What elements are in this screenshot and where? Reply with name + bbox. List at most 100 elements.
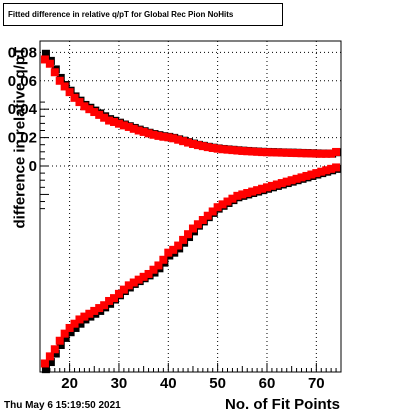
x-tick-label: 70 <box>308 375 325 392</box>
red-marker <box>75 98 84 107</box>
red-marker <box>243 189 252 198</box>
red-marker <box>198 142 207 151</box>
red-marker <box>159 255 168 264</box>
red-marker <box>317 167 326 176</box>
y-tick-label: 0 <box>29 158 37 175</box>
red-marker <box>218 145 227 154</box>
red-marker <box>169 245 178 254</box>
red-marker <box>80 102 89 111</box>
red-marker <box>164 133 173 142</box>
red-marker <box>139 127 148 136</box>
red-marker <box>149 265 158 274</box>
red-marker <box>277 179 286 188</box>
red-marker <box>208 207 217 216</box>
red-marker <box>317 149 326 158</box>
red-marker <box>258 148 267 157</box>
red-marker <box>243 147 252 156</box>
red-marker <box>124 281 133 290</box>
red-marker <box>307 170 316 179</box>
red-marker <box>292 149 301 158</box>
red-marker <box>114 119 123 128</box>
x-tick-label: 60 <box>259 375 276 392</box>
red-marker <box>100 113 109 122</box>
timestamp-footer: Thu May 6 15:19:50 2021 <box>4 400 121 411</box>
red-marker <box>292 174 301 183</box>
red-marker <box>105 296 114 305</box>
red-marker <box>45 352 54 361</box>
red-marker <box>119 285 128 294</box>
red-marker <box>258 184 267 193</box>
red-marker <box>332 163 341 172</box>
red-marker <box>159 132 168 141</box>
red-marker <box>70 93 79 102</box>
black-marker <box>41 49 50 58</box>
red-marker <box>45 59 54 68</box>
y-axis-label: difference in relative q/pT <box>11 46 29 229</box>
red-marker <box>40 55 49 64</box>
red-marker <box>213 203 222 212</box>
red-marker <box>184 138 193 147</box>
red-marker <box>297 173 306 182</box>
red-marker <box>174 241 183 250</box>
red-marker <box>95 110 104 119</box>
x-axis-label: No. of Fit Points <box>225 396 340 413</box>
red-marker <box>267 181 276 190</box>
red-marker <box>188 139 197 148</box>
red-marker <box>154 131 163 140</box>
red-marker <box>233 146 242 155</box>
red-marker <box>110 117 119 126</box>
red-marker <box>327 149 336 158</box>
red-marker <box>40 359 49 368</box>
red-marker <box>238 190 247 199</box>
red-marker <box>134 126 143 135</box>
red-marker <box>144 269 153 278</box>
red-marker <box>164 248 173 257</box>
y-tick-label: 0.06 <box>8 73 37 90</box>
red-marker <box>332 147 341 156</box>
red-marker <box>100 301 109 310</box>
red-marker <box>267 148 276 157</box>
red-marker <box>307 149 316 158</box>
red-marker <box>129 124 138 133</box>
y-tick-label: 0.04 <box>8 101 38 118</box>
red-marker <box>248 187 257 196</box>
red-marker <box>198 215 207 224</box>
red-marker <box>80 312 89 321</box>
red-marker <box>114 289 123 298</box>
black-marker <box>51 349 60 358</box>
red-marker <box>272 180 281 189</box>
red-marker <box>65 88 74 97</box>
black-marker <box>76 319 85 328</box>
red-marker <box>213 144 222 153</box>
red-marker <box>248 147 257 156</box>
red-marker <box>228 146 237 155</box>
red-marker <box>193 141 202 150</box>
red-marker <box>322 166 331 175</box>
red-marker <box>90 306 99 315</box>
red-marker <box>282 148 291 157</box>
red-marker <box>203 211 212 220</box>
red-marker <box>70 319 79 328</box>
red-marker <box>203 143 212 152</box>
black-marker <box>71 323 80 332</box>
red-marker <box>322 149 331 158</box>
plot-frame <box>39 40 342 373</box>
red-marker <box>287 176 296 185</box>
black-marker <box>56 341 65 350</box>
x-tick-label: 40 <box>160 375 177 392</box>
red-marker <box>55 76 64 85</box>
red-marker <box>50 68 59 77</box>
red-marker <box>174 135 183 144</box>
black-marker <box>66 328 75 337</box>
red-marker <box>253 186 262 195</box>
red-marker <box>327 164 336 173</box>
red-marker <box>193 220 202 229</box>
red-marker <box>60 329 69 338</box>
red-marker <box>179 235 188 244</box>
red-marker <box>277 148 286 157</box>
red-marker <box>287 148 296 157</box>
x-tick-label: 50 <box>209 375 226 392</box>
chart-title: Fitted difference in relative q/pT for G… <box>8 10 234 19</box>
red-marker <box>282 177 291 186</box>
